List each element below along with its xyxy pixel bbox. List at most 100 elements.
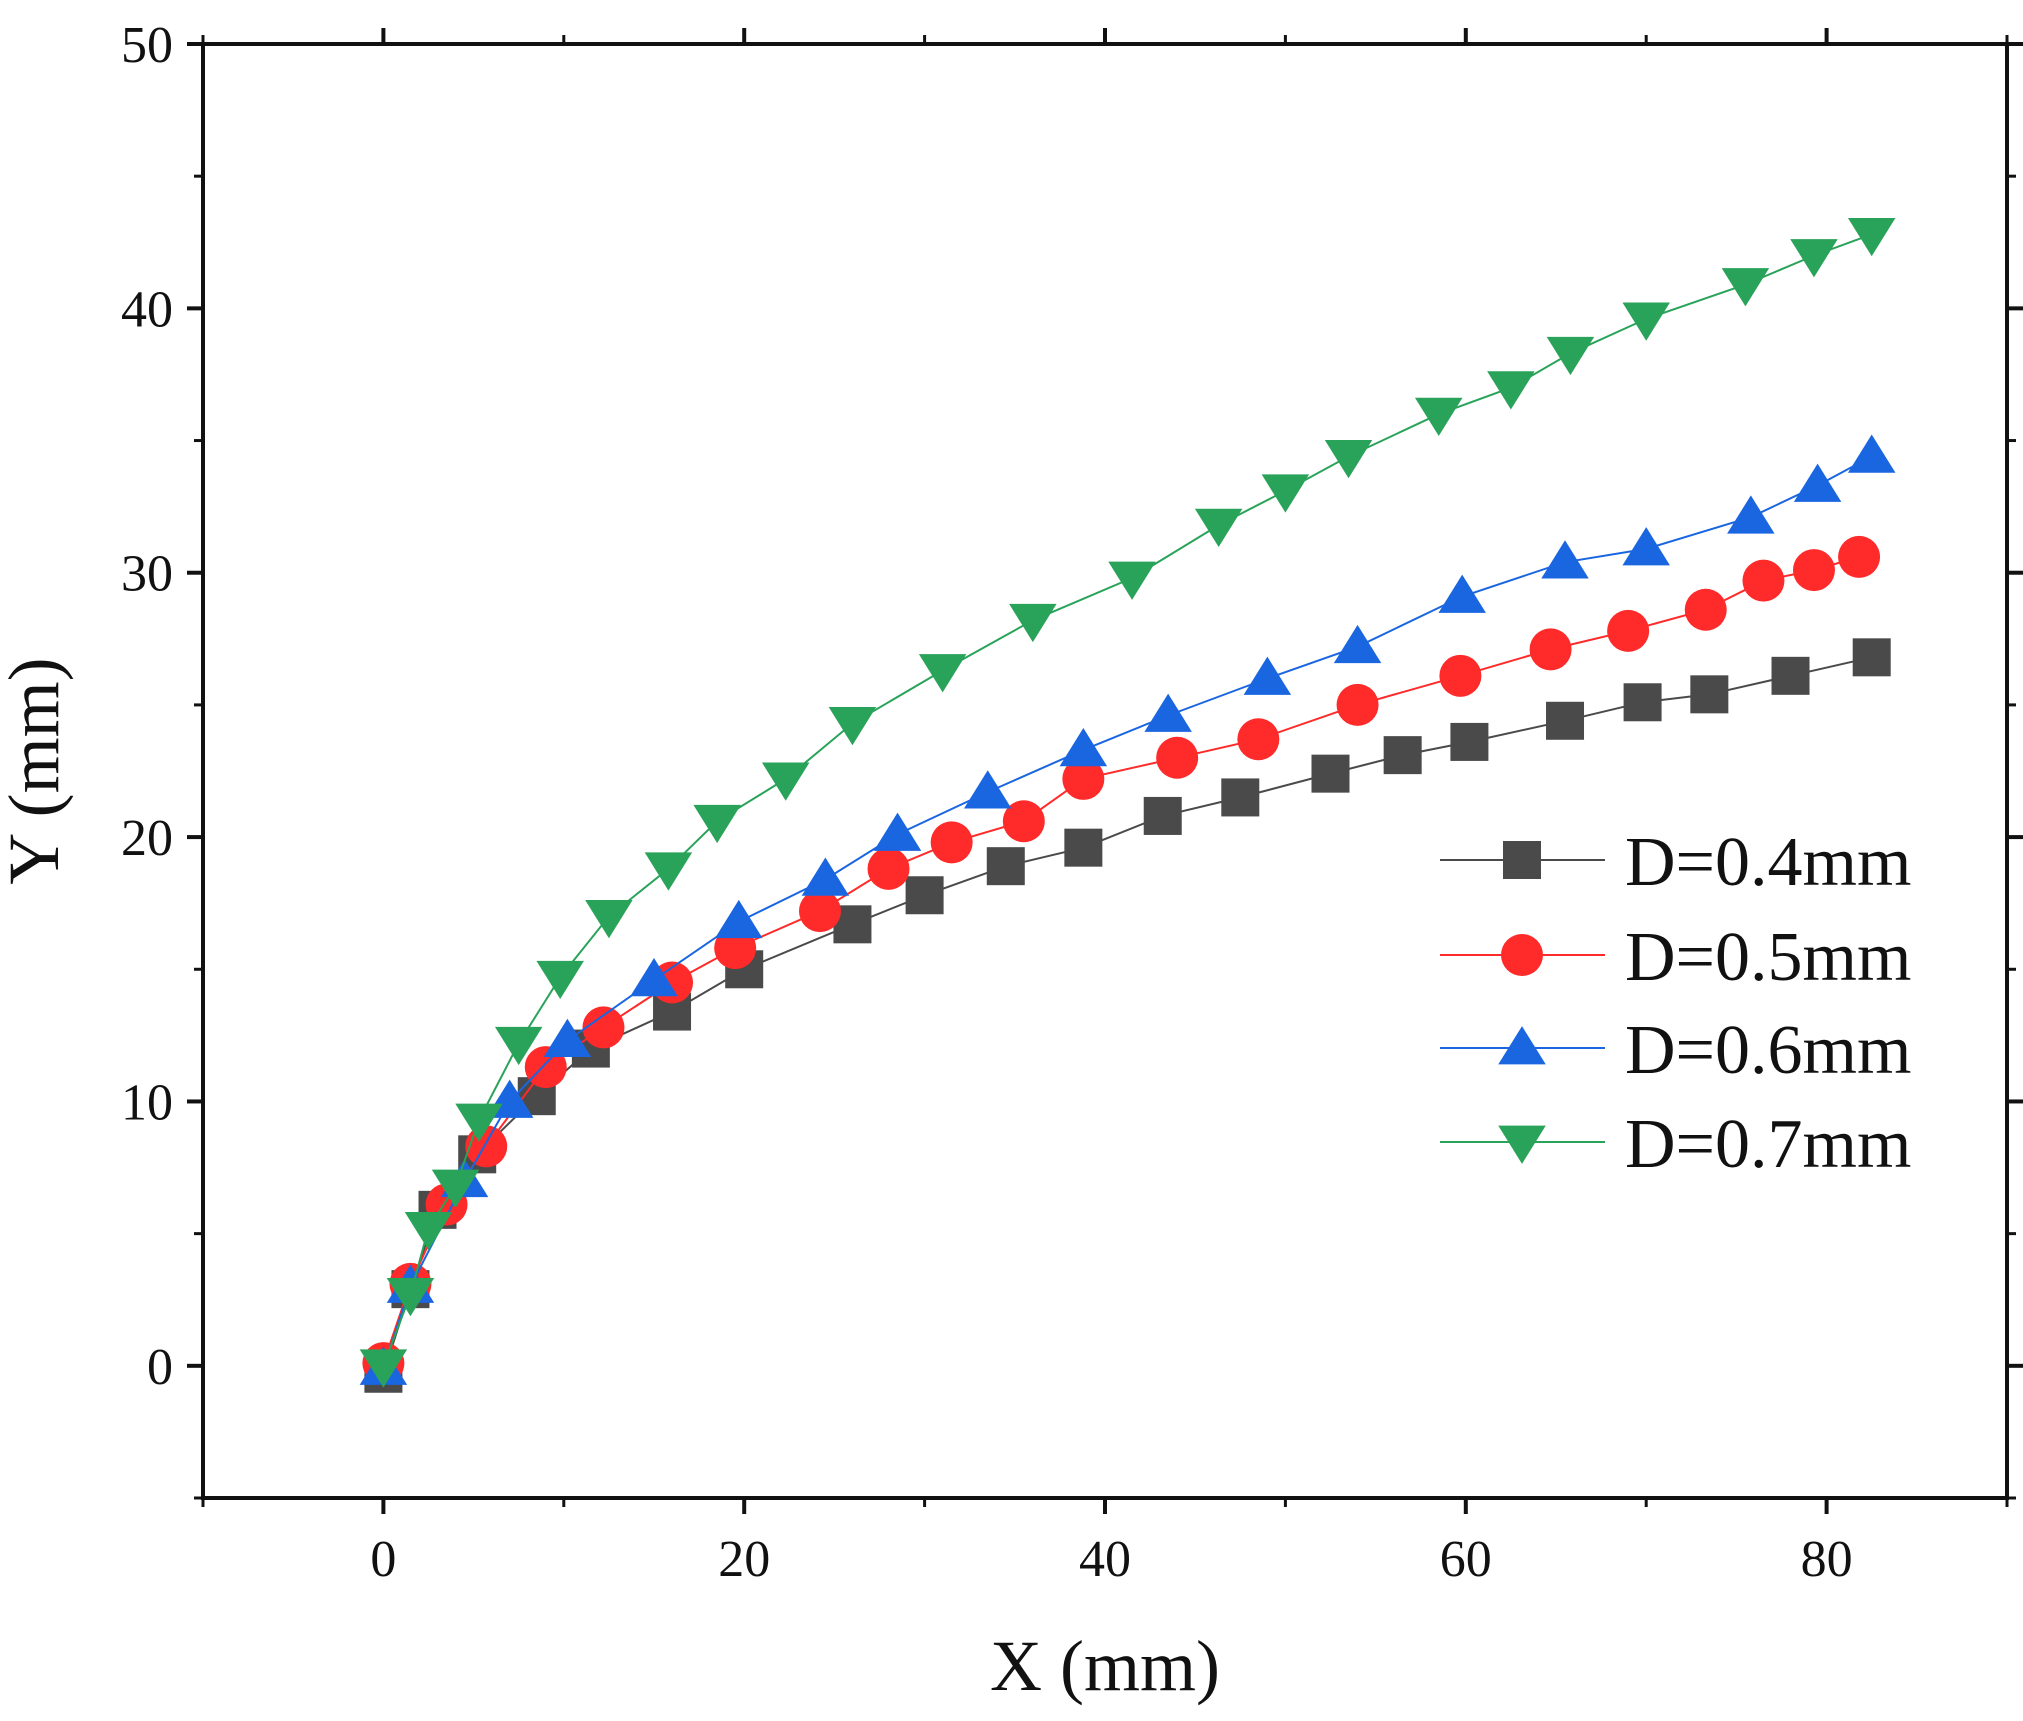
- data-point: [1622, 302, 1670, 341]
- legend-item: D=0.7mm: [1440, 1106, 1911, 1183]
- data-point: [1194, 508, 1243, 547]
- data-point: [1838, 535, 1881, 578]
- data-point: [1438, 574, 1486, 613]
- y-tick-label: 10: [121, 1074, 173, 1131]
- x-tick-label: 60: [1440, 1531, 1492, 1588]
- data-point: [1336, 683, 1379, 726]
- data-point: [1607, 609, 1650, 652]
- data-point: [1324, 440, 1373, 479]
- legend-item: D=0.4mm: [1440, 824, 1911, 901]
- data-point: [986, 847, 1025, 886]
- legend-item: D=0.5mm: [1440, 919, 1911, 996]
- data-point: [1529, 628, 1572, 671]
- data-point: [1383, 736, 1422, 775]
- legend-marker: [1501, 934, 1543, 976]
- data-point: [918, 654, 967, 693]
- legend-label: D=0.5mm: [1625, 919, 1911, 996]
- data-point: [1487, 371, 1535, 410]
- data-point: [455, 1103, 503, 1142]
- data-point: [798, 890, 841, 933]
- data-point: [431, 1169, 480, 1208]
- y-axis-title: Y (mm): [0, 657, 74, 884]
- x-tick-label: 0: [370, 1531, 396, 1588]
- data-point: [1414, 397, 1463, 436]
- data-point: [1790, 239, 1838, 278]
- data-point: [1156, 736, 1199, 779]
- legend-marker: [1498, 1125, 1546, 1164]
- legend-marker: [1498, 1026, 1546, 1065]
- data-point: [1852, 638, 1891, 677]
- x-tick-label: 80: [1801, 1531, 1853, 1588]
- data-point: [1847, 434, 1896, 473]
- data-point: [644, 852, 693, 891]
- data-point: [873, 812, 922, 851]
- data-point: [1243, 656, 1292, 695]
- series-layer: [359, 217, 1896, 1393]
- data-point: [828, 707, 877, 746]
- data-point: [1792, 549, 1835, 592]
- data-point: [715, 899, 763, 939]
- data-point: [1143, 796, 1182, 835]
- data-point: [963, 770, 1012, 809]
- y-tick-label: 40: [121, 281, 173, 338]
- data-point: [1062, 757, 1105, 800]
- data-point: [1237, 718, 1280, 761]
- data-point: [585, 900, 633, 939]
- data-point: [1622, 527, 1670, 566]
- legend-label: D=0.7mm: [1625, 1106, 1911, 1183]
- x-axis-title: X (mm): [990, 1626, 1220, 1706]
- data-point: [867, 847, 910, 890]
- series-d-0-5mm: [362, 535, 1881, 1385]
- x-tick-label: 40: [1079, 1531, 1131, 1588]
- data-point: [1847, 217, 1896, 257]
- data-point: [1439, 654, 1482, 697]
- data-point: [1623, 683, 1662, 722]
- data-point: [761, 762, 810, 801]
- data-point: [930, 821, 973, 864]
- data-point: [1333, 624, 1382, 664]
- data-point: [1221, 778, 1260, 817]
- data-point: [1546, 336, 1595, 376]
- legend-marker: [1503, 841, 1541, 879]
- series-d-0-4mm: [364, 638, 1891, 1393]
- data-point: [905, 876, 944, 915]
- data-point: [465, 1125, 508, 1168]
- data-point: [630, 957, 678, 997]
- data-point: [1009, 603, 1057, 643]
- y-tick-label: 20: [121, 810, 173, 867]
- legend-item: D=0.6mm: [1440, 1012, 1911, 1089]
- data-point: [1771, 656, 1810, 695]
- data-point: [1059, 728, 1108, 767]
- axes-layer: 0 20 40 60 80 0 10 20 30 40 50: [121, 17, 2023, 1588]
- data-point: [1742, 559, 1785, 602]
- data-point: [1793, 463, 1842, 502]
- data-point: [536, 960, 584, 1000]
- data-point: [1727, 495, 1775, 534]
- legend-label: D=0.6mm: [1625, 1012, 1911, 1089]
- data-point: [1450, 722, 1489, 761]
- data-point: [1144, 693, 1192, 732]
- legend-label: D=0.4mm: [1625, 824, 1911, 901]
- x-tick-label: 20: [718, 1531, 770, 1588]
- y-tick-label: 0: [147, 1339, 173, 1396]
- data-point: [1546, 701, 1585, 740]
- data-point: [1261, 474, 1310, 513]
- data-point: [543, 1018, 592, 1058]
- data-point: [494, 1026, 543, 1066]
- data-point: [1311, 754, 1350, 793]
- data-point: [1690, 675, 1729, 714]
- data-point: [1541, 540, 1589, 579]
- legend: D=0.4mm D=0.5mm D=0.6mm D=0.7mm: [1440, 824, 1911, 1183]
- series-d-0-7mm: [359, 217, 1896, 1388]
- data-point: [693, 804, 741, 844]
- y-tick-label: 30: [121, 546, 173, 603]
- data-point: [1684, 588, 1727, 631]
- data-point: [1721, 268, 1770, 307]
- data-point: [404, 1211, 453, 1251]
- series-line: [382, 656, 1872, 1375]
- data-point: [1002, 800, 1045, 843]
- data-point: [1108, 561, 1156, 600]
- data-point: [359, 1349, 408, 1388]
